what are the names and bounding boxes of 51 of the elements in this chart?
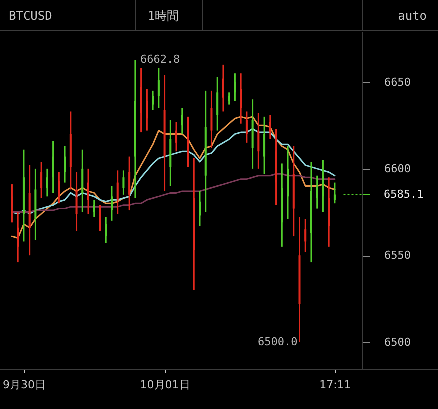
- candlestick: [88, 168, 90, 215]
- candlestick: [99, 204, 102, 232]
- candlestick: [11, 184, 14, 224]
- candlestick: [228, 92, 230, 106]
- candlestick: [216, 76, 219, 132]
- text: auto: [398, 9, 427, 23]
- annotation: 6662.8: [140, 53, 180, 66]
- line-series: [11, 173, 336, 214]
- candlestick: [46, 168, 48, 198]
- y-tick-label: 6600: [384, 162, 411, 176]
- candlestick: [146, 88, 148, 132]
- candlestick: [64, 146, 66, 184]
- candlestick: [287, 146, 290, 220]
- candlestick: [105, 216, 108, 244]
- text: BTCUSD: [9, 9, 52, 23]
- text: 1時間: [148, 9, 180, 23]
- candlestick: [234, 72, 236, 102]
- candlestick: [17, 212, 20, 264]
- candlestick: [258, 112, 260, 170]
- x-tick-label: 10月01日: [140, 378, 190, 392]
- candlestick: [246, 110, 248, 144]
- candlestick: [222, 64, 224, 112]
- candlestick: [187, 116, 190, 168]
- candlestick: [116, 170, 119, 215]
- candlestick: [110, 186, 113, 222]
- candlestick: [128, 156, 131, 212]
- candlestick: [334, 182, 336, 204]
- candlestick: [122, 170, 125, 196]
- candlestick: [181, 108, 184, 136]
- candlestick: [40, 161, 43, 200]
- candlestick: [52, 140, 54, 194]
- candlestick: [240, 72, 242, 125]
- y-tick-label: 6650: [384, 76, 411, 89]
- x-tick-label: 9月30日: [2, 378, 46, 392]
- candlestick: [304, 218, 307, 253]
- candlestick: [210, 90, 213, 149]
- candlestick: [322, 160, 324, 214]
- candlestick: [58, 172, 60, 204]
- x-tick-label: 17:11: [320, 378, 352, 392]
- candlestick: [158, 68, 160, 110]
- annotation: 6500.0: [258, 335, 298, 348]
- y-tick-label: 6500: [384, 336, 411, 349]
- candlestick: [316, 175, 318, 210]
- candlestick: [198, 190, 201, 227]
- candlestick: [269, 114, 272, 140]
- y-tick-label: 6550: [384, 249, 411, 262]
- candlestick: [176, 121, 178, 152]
- text: 6585.1: [384, 188, 424, 201]
- candlestick: [152, 90, 154, 111]
- candlestick: [93, 199, 96, 218]
- candlestick: [264, 116, 266, 175]
